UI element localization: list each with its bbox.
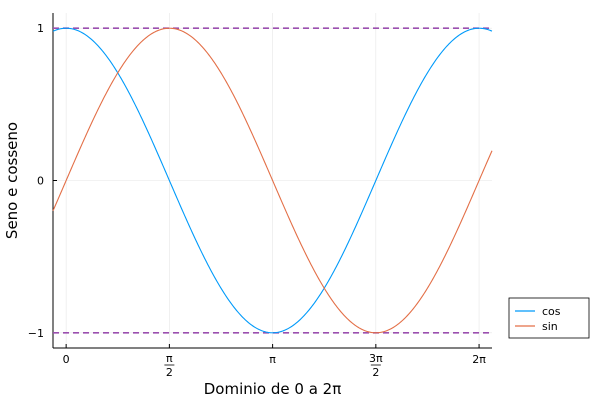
y-tick-label: 1 (37, 22, 44, 35)
legend: cos sin (508, 297, 590, 339)
series (52, 27, 493, 334)
x-tick-label: 2 (372, 366, 379, 379)
legend-label-sin: sin (542, 320, 558, 333)
x-tick-label: π (269, 353, 276, 366)
y-tick-label: 0 (37, 175, 44, 188)
x-tick-label: 3π (369, 352, 383, 365)
series-line-cos (52, 27, 493, 334)
x-tick-label: 0 (63, 353, 70, 366)
x-tick-label: 2π (472, 353, 486, 366)
axes (52, 13, 492, 349)
x-axis-label: Dominio de 0 a 2π (204, 380, 342, 398)
x-tick-label: π (166, 352, 173, 365)
reference-lines (53, 27, 492, 334)
series-line-sin (52, 27, 493, 334)
y-tick-label: −1 (28, 327, 44, 340)
legend-label-cos: cos (542, 305, 561, 318)
legend-box (508, 297, 590, 339)
x-tick-label: 2 (166, 366, 173, 379)
y-axis-label: Seno e cosseno (3, 122, 21, 239)
